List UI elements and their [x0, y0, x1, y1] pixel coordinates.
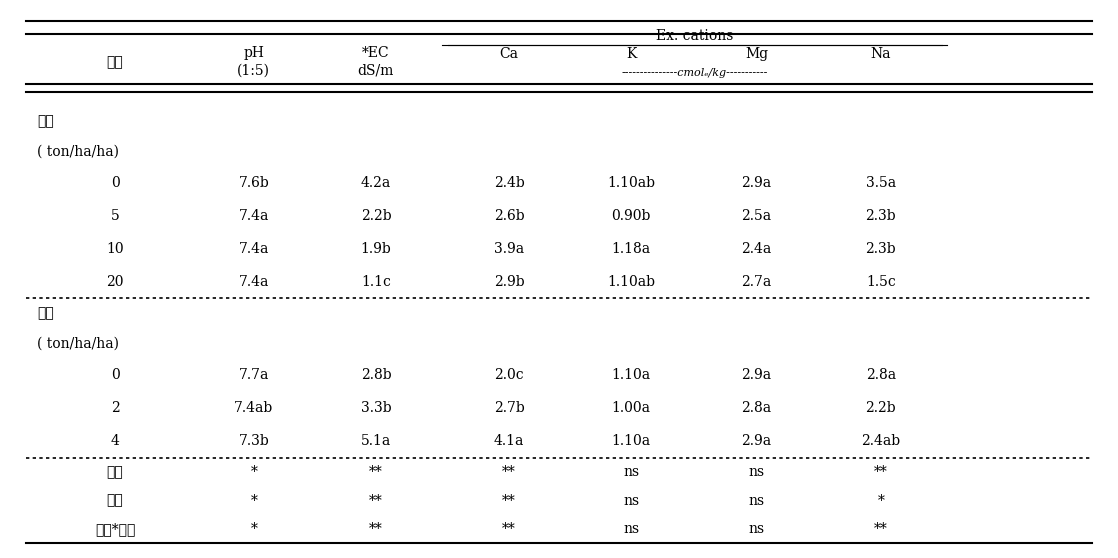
Text: 0.90b: 0.90b [612, 209, 651, 223]
Text: **: ** [502, 493, 515, 508]
Text: 2.3b: 2.3b [865, 242, 897, 256]
Text: 2.9a: 2.9a [741, 368, 771, 382]
Text: 4.2a: 4.2a [361, 176, 391, 190]
Text: Ex. cations: Ex. cations [656, 29, 733, 43]
Text: 2.8b: 2.8b [361, 368, 391, 382]
Text: *: * [250, 522, 257, 536]
Text: 2.8a: 2.8a [741, 401, 771, 415]
Text: 2.4a: 2.4a [741, 242, 771, 256]
Text: 7.4a: 7.4a [238, 275, 269, 288]
Text: **: ** [369, 493, 382, 508]
Text: **: ** [369, 465, 382, 479]
Text: 2.2b: 2.2b [361, 209, 391, 223]
Text: **: ** [502, 465, 515, 479]
Text: 7.3b: 7.3b [238, 434, 269, 448]
Text: 0: 0 [111, 176, 120, 190]
Text: *: * [250, 493, 257, 508]
Text: Mg: Mg [745, 47, 768, 61]
Text: 2.9a: 2.9a [741, 176, 771, 190]
Text: 3.9a: 3.9a [494, 242, 524, 256]
Text: 1.00a: 1.00a [612, 401, 651, 415]
Text: 2.0c: 2.0c [494, 368, 524, 382]
Text: 1.10ab: 1.10ab [607, 176, 655, 190]
Text: 1.10a: 1.10a [612, 434, 651, 448]
Text: 1.18a: 1.18a [612, 242, 651, 256]
Text: 처리: 처리 [106, 55, 123, 69]
Text: 3.5a: 3.5a [865, 176, 896, 190]
Text: 2.7a: 2.7a [741, 275, 771, 288]
Text: **: ** [874, 465, 888, 479]
Text: 1.9b: 1.9b [360, 242, 391, 256]
Text: 석고: 석고 [106, 493, 123, 508]
Text: 7.4a: 7.4a [238, 242, 269, 256]
Text: 1.10a: 1.10a [612, 368, 651, 382]
Text: ---------------cmolₑ/kg-----------: ---------------cmolₑ/kg----------- [622, 68, 768, 78]
Text: ( ton/ha/ha): ( ton/ha/ha) [38, 336, 120, 350]
Text: ns: ns [623, 522, 639, 536]
Text: pH
(1:5): pH (1:5) [237, 46, 271, 78]
Text: 0: 0 [111, 368, 120, 382]
Text: *: * [250, 465, 257, 479]
Text: Na: Na [871, 47, 891, 61]
Text: *: * [878, 493, 884, 508]
Text: 5.1a: 5.1a [361, 434, 391, 448]
Text: 2.2b: 2.2b [865, 401, 897, 415]
Text: Ca: Ca [500, 47, 519, 61]
Text: 10: 10 [106, 242, 124, 256]
Text: ns: ns [623, 493, 639, 508]
Text: 7.6b: 7.6b [238, 176, 269, 190]
Text: *EC
dS/m: *EC dS/m [358, 46, 394, 78]
Text: ns: ns [623, 465, 639, 479]
Text: 볏짚: 볏짚 [38, 114, 54, 128]
Text: 2.9b: 2.9b [494, 275, 524, 288]
Text: 2.4ab: 2.4ab [861, 434, 900, 448]
Text: 볏짚*석고: 볏짚*석고 [95, 522, 135, 536]
Text: 석고: 석고 [38, 306, 54, 320]
Text: 4: 4 [111, 434, 120, 448]
Text: 2.3b: 2.3b [865, 209, 897, 223]
Text: ( ton/ha/ha): ( ton/ha/ha) [38, 144, 120, 158]
Text: 7.4ab: 7.4ab [234, 401, 274, 415]
Text: 3.3b: 3.3b [361, 401, 391, 415]
Text: 2.8a: 2.8a [865, 368, 896, 382]
Text: **: ** [502, 522, 515, 536]
Text: 2.6b: 2.6b [494, 209, 524, 223]
Text: 7.7a: 7.7a [238, 368, 269, 382]
Text: 7.4a: 7.4a [238, 209, 269, 223]
Text: ns: ns [748, 465, 765, 479]
Text: 2.5a: 2.5a [741, 209, 771, 223]
Text: 볏짚: 볏짚 [106, 465, 123, 479]
Text: 2.9a: 2.9a [741, 434, 771, 448]
Text: ns: ns [748, 522, 765, 536]
Text: **: ** [874, 522, 888, 536]
Text: 1.5c: 1.5c [866, 275, 896, 288]
Text: 2: 2 [111, 401, 120, 415]
Text: 1.1c: 1.1c [361, 275, 391, 288]
Text: 20: 20 [106, 275, 124, 288]
Text: 1.10ab: 1.10ab [607, 275, 655, 288]
Text: K: K [626, 47, 636, 61]
Text: ns: ns [748, 493, 765, 508]
Text: **: ** [369, 522, 382, 536]
Text: 4.1a: 4.1a [494, 434, 524, 448]
Text: 2.7b: 2.7b [494, 401, 524, 415]
Text: 2.4b: 2.4b [494, 176, 524, 190]
Text: 5: 5 [111, 209, 120, 223]
